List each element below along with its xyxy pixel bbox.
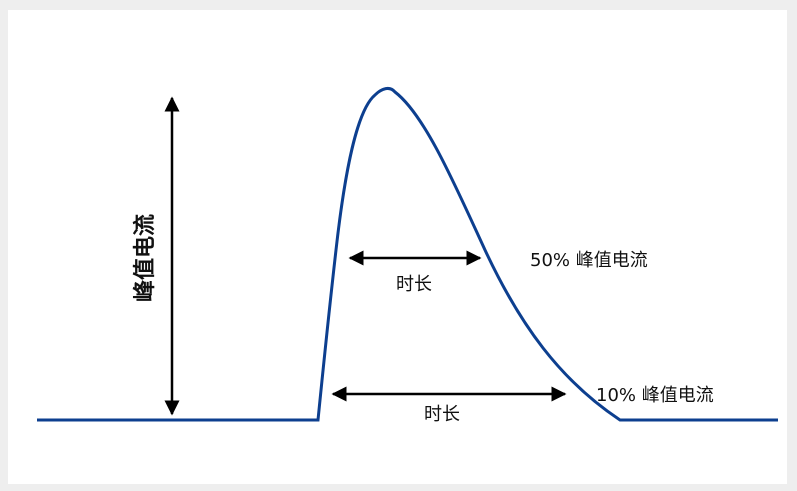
duration-label-lower: 时长 — [424, 404, 460, 425]
ten-percent-label: 10% 峰值电流 — [596, 385, 714, 406]
peak-current-label: 峰值电流 — [132, 214, 158, 302]
fifty-percent-label: 50% 峰值电流 — [530, 250, 648, 271]
duration-label-upper: 时长 — [396, 274, 432, 295]
pulse-curve — [37, 86, 778, 422]
diagram-panel — [8, 10, 787, 484]
